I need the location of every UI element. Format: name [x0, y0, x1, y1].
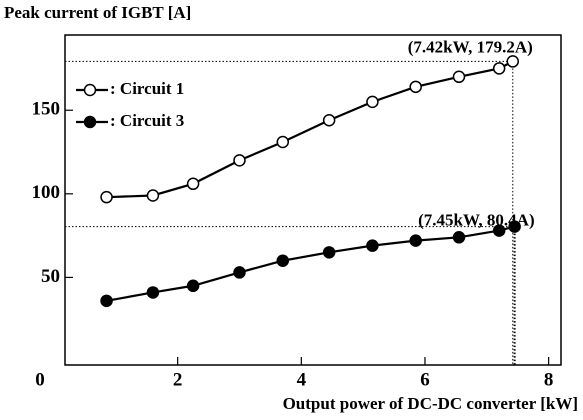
- x-tick-label: 0: [35, 369, 45, 390]
- data-point: [233, 154, 246, 167]
- data-point: [409, 234, 422, 247]
- data-point: [452, 70, 466, 84]
- legend-label: : Circuit 3: [110, 111, 184, 130]
- data-point: [276, 254, 290, 267]
- data-point: [146, 189, 160, 202]
- data-point: [322, 114, 336, 127]
- legend-marker: [83, 83, 97, 97]
- annotation: (7.45kW, 80.4A): [418, 210, 535, 229]
- legend-marker: [83, 115, 97, 129]
- plot-frame: [64, 34, 562, 366]
- data-point: [322, 246, 336, 259]
- data-point: [492, 62, 506, 75]
- data-point: [233, 266, 246, 279]
- legend-label: : Circuit 1: [110, 79, 184, 98]
- x-tick-label: 8: [544, 369, 554, 390]
- data-point: [492, 224, 506, 237]
- x-tick-label: 2: [173, 369, 183, 390]
- y-tick-label: 150: [32, 99, 61, 120]
- data-point: [452, 231, 466, 244]
- data-point: [409, 80, 422, 94]
- y-axis-label: Peak current of IGBT [A]: [4, 3, 191, 22]
- data-point: [146, 286, 160, 299]
- data-point: [186, 279, 200, 293]
- data-point: [366, 239, 379, 252]
- data-point: [506, 55, 520, 68]
- data-point: [186, 177, 200, 191]
- x-axis-label: Output power of DC-DC converter [kW]: [283, 394, 578, 413]
- data-point: [508, 220, 521, 233]
- data-point: [100, 294, 113, 308]
- x-tick-label: 6: [420, 369, 430, 390]
- y-tick-label: 100: [32, 182, 61, 203]
- y-tick-label: 50: [41, 266, 60, 287]
- data-point: [366, 95, 379, 109]
- annotation: (7.42kW, 179.2A): [408, 37, 533, 56]
- data-point: [276, 135, 290, 149]
- data-point: [100, 190, 113, 204]
- x-tick-label: 4: [297, 369, 307, 390]
